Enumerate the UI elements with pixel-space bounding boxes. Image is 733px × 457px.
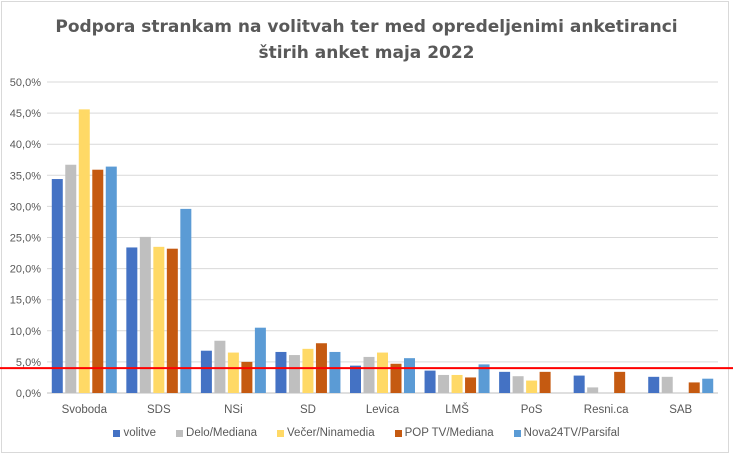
bar-volitve: [126, 247, 138, 393]
legend-label: volitve: [123, 427, 157, 439]
bar-volitve: [200, 350, 212, 393]
bar-ve-er-ninamedia: [153, 246, 165, 393]
bar-pop-tv-mediana: [614, 371, 626, 393]
x-tick-label: SD: [300, 404, 316, 416]
bar-nova24tv-parsifal: [180, 208, 192, 393]
bar-volitve: [499, 371, 511, 393]
bar-ve-er-ninamedia: [227, 352, 239, 393]
y-tick-label: 35,0%: [10, 170, 41, 182]
x-tick-label: Resni.ca: [584, 404, 629, 416]
y-tick-label: 45,0%: [10, 108, 41, 120]
legend-label: Večer/Ninamedia: [287, 427, 375, 439]
chart-title-line1: Podpora strankam na volitvah ter med opr…: [55, 17, 678, 37]
bar-pop-tv-mediana: [539, 371, 551, 393]
y-tick-label: 25,0%: [10, 233, 41, 245]
bar-volitve: [424, 370, 436, 393]
bar-volitve: [350, 365, 361, 393]
y-tick-label: 50,0%: [10, 77, 41, 89]
x-tick-label: LMŠ: [445, 403, 469, 416]
bar-nova24tv-parsifal: [329, 351, 341, 393]
y-tick-label: 15,0%: [10, 295, 41, 307]
legend-item: Nova24TV/Parsifal: [513, 427, 620, 439]
bar-volitve: [648, 376, 660, 393]
bar-ve-er-ninamedia: [78, 109, 90, 394]
bar-volitve: [573, 375, 585, 393]
bar-ve-er-ninamedia: [302, 348, 314, 393]
y-tick-label: 5,0%: [16, 357, 41, 369]
x-tick-label: NSi: [224, 404, 243, 416]
x-tick-label: SDS: [147, 404, 171, 416]
legend-label: POP TV/Mediana: [404, 427, 494, 439]
legend-swatch: [513, 429, 521, 437]
bar-pop-tv-mediana: [241, 361, 253, 393]
legend-swatch: [394, 429, 402, 437]
y-tick-label: 30,0%: [10, 201, 41, 213]
bar-pop-tv-mediana: [390, 363, 402, 393]
bar-delo-mediana: [363, 356, 375, 393]
bar-nova24tv-parsifal: [702, 378, 714, 393]
x-tick-label: SAB: [669, 404, 692, 416]
legend-swatch: [176, 429, 184, 437]
bar-ve-er-ninamedia: [377, 352, 388, 393]
bar-pop-tv-mediana: [465, 377, 477, 393]
x-tick-label: PoS: [521, 404, 543, 416]
chart-title: Podpora strankam na volitvah ter med opr…: [0, 14, 733, 66]
chart-title-line2: štirih anket maja 2022: [258, 43, 475, 63]
y-tick-label: 10,0%: [10, 326, 41, 338]
legend: volitve Delo/Mediana Večer/Ninamedia POP TV…: [0, 427, 733, 439]
legend-label: Delo/Mediana: [186, 427, 258, 439]
legend-swatch: [113, 429, 121, 437]
bar-delo-mediana: [438, 374, 450, 393]
bar-nova24tv-parsifal: [105, 166, 117, 393]
bar-ve-er-ninamedia: [526, 380, 538, 393]
y-tick-label: 40,0%: [10, 139, 41, 151]
legend-swatch: [277, 429, 285, 437]
bar-volitve: [275, 351, 287, 393]
bar-pop-tv-mediana: [92, 169, 104, 393]
bar-volitve: [51, 179, 63, 393]
bar-nova24tv-parsifal: [478, 364, 490, 393]
bar-nova24tv-parsifal: [404, 358, 415, 393]
bar-nova24tv-parsifal: [254, 327, 266, 393]
bar-delo-mediana: [139, 236, 151, 393]
bar-pop-tv-mediana: [166, 248, 178, 393]
y-tick-label: 0,0%: [16, 388, 41, 400]
bar-delo-mediana: [214, 340, 226, 393]
bar-delo-mediana: [661, 376, 673, 393]
x-tick-label: Levica: [366, 404, 400, 416]
legend-item: POP TV/Mediana: [394, 427, 494, 439]
bar-pop-tv-mediana: [688, 382, 700, 393]
legend-item: volitve: [113, 427, 156, 439]
y-tick-label: 20,0%: [10, 264, 41, 276]
bar-delo-mediana: [512, 376, 524, 393]
bar-delo-mediana: [587, 387, 599, 393]
bar-ve-er-ninamedia: [451, 374, 463, 393]
legend-label: Nova24TV/Parsifal: [523, 427, 620, 439]
bar-delo-mediana: [65, 164, 77, 393]
x-tick-label: Svoboda: [62, 404, 108, 416]
bar-delo-mediana: [288, 355, 300, 393]
legend-item: Večer/Ninamedia: [277, 427, 375, 439]
legend-item: Delo/Mediana: [176, 427, 257, 439]
